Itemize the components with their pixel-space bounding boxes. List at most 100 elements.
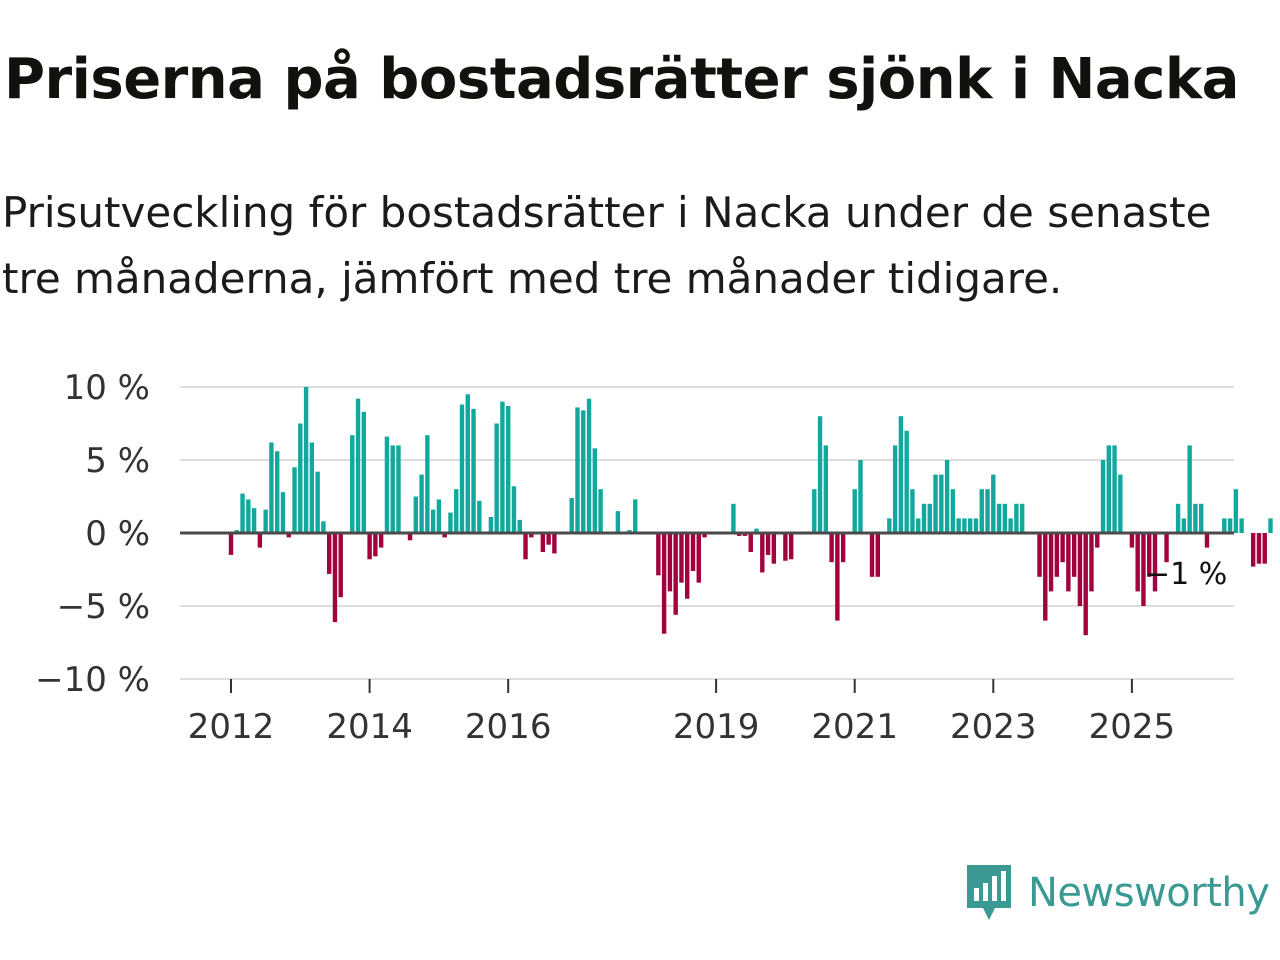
bar [661, 533, 667, 634]
bar [586, 398, 592, 533]
x-tick-label: 2019 [673, 707, 760, 747]
x-tick-label: 2025 [1089, 707, 1176, 747]
bar [754, 528, 759, 533]
bar [1089, 533, 1094, 592]
bar [246, 499, 251, 533]
y-tick-label: −5 % [57, 587, 150, 627]
bar [633, 499, 638, 533]
bar [904, 430, 909, 533]
bar [1199, 503, 1204, 533]
bar [690, 533, 696, 571]
bar [1239, 518, 1244, 533]
bar [852, 489, 857, 533]
bar [303, 387, 309, 533]
bar [326, 533, 332, 574]
bar [968, 518, 973, 533]
bar [257, 533, 263, 548]
bar [367, 533, 372, 560]
bar [783, 533, 788, 561]
bar [748, 533, 753, 552]
bar [1014, 503, 1019, 533]
bar [280, 492, 286, 533]
x-tick-label: 2014 [326, 707, 413, 747]
bar [1095, 533, 1100, 548]
bar [991, 474, 996, 533]
bar [1077, 533, 1083, 606]
bar [1083, 533, 1088, 636]
bar [1152, 533, 1158, 592]
bar [592, 448, 598, 533]
bar [286, 533, 291, 538]
bar [419, 474, 424, 533]
bar [240, 493, 245, 533]
bar [1054, 533, 1060, 577]
bar [979, 489, 984, 533]
bar [1164, 533, 1169, 563]
bar [292, 467, 297, 533]
bar [1037, 533, 1042, 577]
bar [298, 423, 303, 533]
bar [269, 442, 274, 533]
bar [529, 533, 534, 538]
bar [840, 533, 846, 563]
bars [228, 387, 1273, 636]
bar [985, 489, 990, 533]
bar [1193, 503, 1198, 533]
chart-subtitle: Prisutveckling för bostadsrätter i Nacka… [2, 188, 1212, 303]
bar [321, 521, 326, 533]
bar [1250, 533, 1256, 567]
bar [511, 486, 517, 533]
bar [506, 405, 511, 533]
bar [1066, 533, 1071, 592]
y-tick-label: 0 % [85, 514, 150, 554]
bar [656, 533, 661, 576]
bar [598, 489, 603, 533]
bar [315, 471, 320, 533]
bar [916, 518, 921, 533]
annotations: −1 % [1145, 557, 1227, 592]
bar [384, 436, 390, 533]
bar [927, 503, 932, 533]
bar [355, 398, 361, 533]
bar [765, 533, 771, 555]
bar [488, 516, 494, 533]
bar [1147, 533, 1152, 577]
bar [454, 489, 459, 533]
bar [696, 533, 701, 583]
bar [933, 474, 938, 533]
bar [823, 445, 829, 533]
bar [1135, 533, 1140, 592]
logo-text: Newsworthy [1028, 870, 1270, 916]
bar [396, 445, 401, 533]
bar [875, 533, 880, 577]
bar [1118, 474, 1123, 533]
bar [1227, 518, 1233, 533]
bar [788, 533, 794, 560]
bar [552, 533, 557, 554]
bar [996, 503, 1002, 533]
bar [228, 533, 234, 555]
latest-value-label: −1 % [1145, 557, 1227, 592]
bar [1175, 503, 1181, 533]
bar [413, 496, 418, 533]
bar [702, 533, 707, 538]
bar [887, 518, 892, 533]
bar [459, 404, 465, 533]
bar [251, 508, 257, 533]
bar [430, 509, 436, 533]
bar [332, 533, 338, 623]
bar [1262, 533, 1267, 564]
bar [685, 533, 690, 599]
bar [829, 533, 834, 563]
bar [448, 512, 453, 533]
y-tick-label: 10 % [64, 368, 150, 408]
bar [407, 533, 413, 541]
newsworthy-logo: Newsworthy [964, 862, 1270, 924]
bar [1002, 503, 1008, 533]
bar [263, 509, 268, 533]
bar [1204, 533, 1210, 548]
bar [1268, 518, 1273, 533]
bar [1043, 533, 1048, 621]
bar [1100, 460, 1106, 533]
grid-lines [180, 386, 1234, 680]
